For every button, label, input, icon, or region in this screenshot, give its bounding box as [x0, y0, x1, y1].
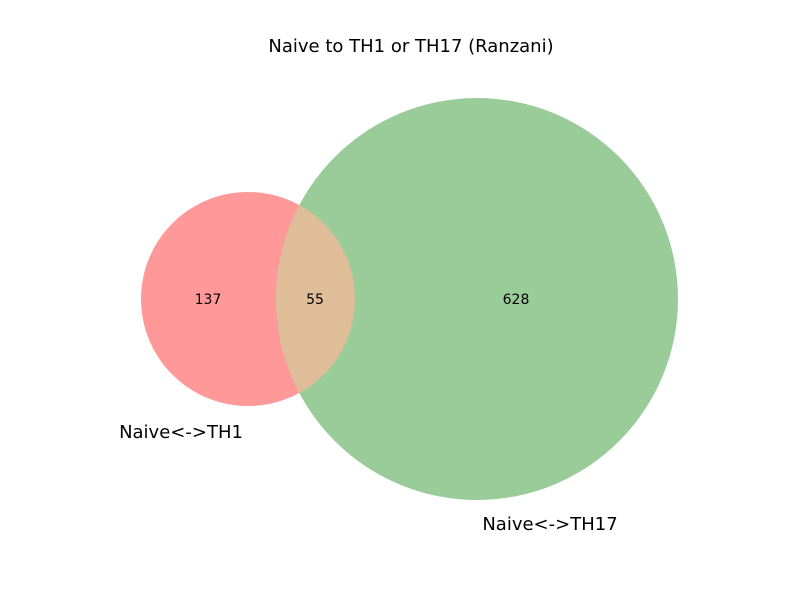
set-a-label: Naive<->TH1: [119, 422, 243, 443]
intersection-count: 55: [306, 292, 324, 308]
set-b-label: Naive<->TH17: [482, 514, 617, 535]
set-b-only-count: 628: [503, 292, 530, 308]
set-b-circle: [276, 98, 678, 500]
set-a-only-count: 137: [195, 292, 222, 308]
chart-title: Naive to TH1 or TH17 (Ranzani): [268, 36, 553, 57]
